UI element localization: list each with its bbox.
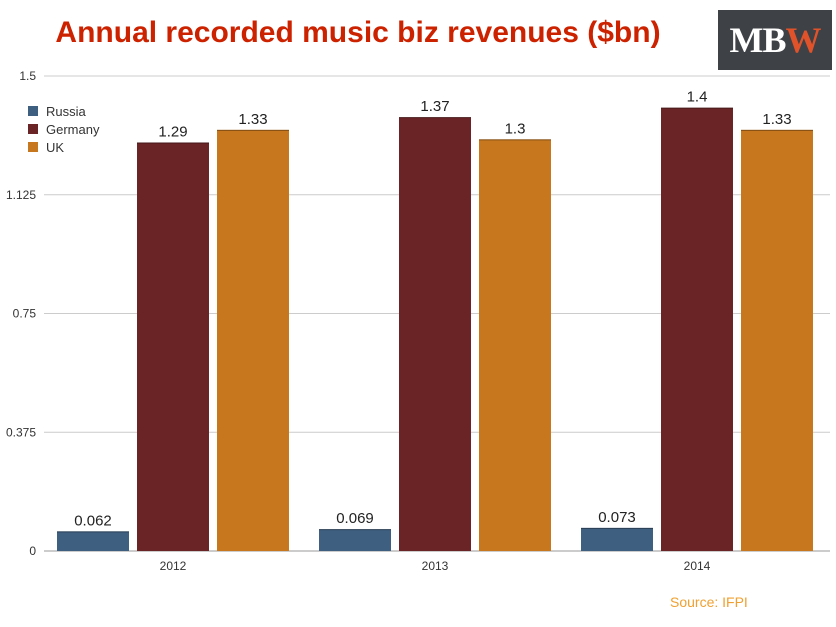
bar-germany — [661, 107, 733, 552]
data-label: 1.3 — [505, 120, 526, 137]
data-label: 0.062 — [74, 512, 112, 529]
legend-swatch-uk — [28, 142, 38, 152]
logo-letter-m: M — [729, 20, 764, 60]
bar-germany — [399, 117, 471, 552]
data-label: 0.069 — [336, 510, 374, 527]
bar-russia — [581, 527, 653, 551]
data-label: 1.33 — [238, 111, 267, 128]
y-tick-label: 1.5 — [19, 69, 36, 83]
data-label: 0.073 — [598, 509, 636, 526]
legend-label-russia: Russia — [46, 104, 87, 119]
data-label: 1.29 — [158, 124, 187, 141]
bar-uk — [479, 139, 551, 552]
bar-uk — [741, 129, 813, 552]
x-tick-label: 2012 — [160, 559, 187, 573]
legend-label-uk: UK — [46, 140, 64, 155]
bar-russia — [319, 529, 391, 551]
x-tick-label: 2013 — [422, 559, 449, 573]
data-label: 1.33 — [762, 111, 791, 128]
data-label: 1.4 — [687, 89, 708, 106]
logo-letter-b: B — [762, 20, 786, 60]
y-tick-label: 0.75 — [13, 307, 37, 321]
bar-germany — [137, 142, 209, 551]
legend-swatch-germany — [28, 124, 38, 134]
logo-letter-w: W — [785, 20, 822, 60]
data-label: 1.37 — [420, 98, 449, 115]
y-tick-label: 0 — [29, 544, 36, 558]
x-tick-label: 2014 — [684, 559, 711, 573]
legend-swatch-russia — [28, 106, 38, 116]
bar-russia — [57, 531, 129, 551]
chart-title: Annual recorded music biz revenues ($bn) — [55, 16, 661, 49]
bar-uk — [217, 129, 289, 552]
y-tick-label: 1.125 — [6, 188, 36, 202]
legend-label-germany: Germany — [46, 122, 100, 137]
y-tick-label: 0.375 — [6, 425, 36, 439]
source-note: Source: IFPI — [670, 594, 748, 610]
